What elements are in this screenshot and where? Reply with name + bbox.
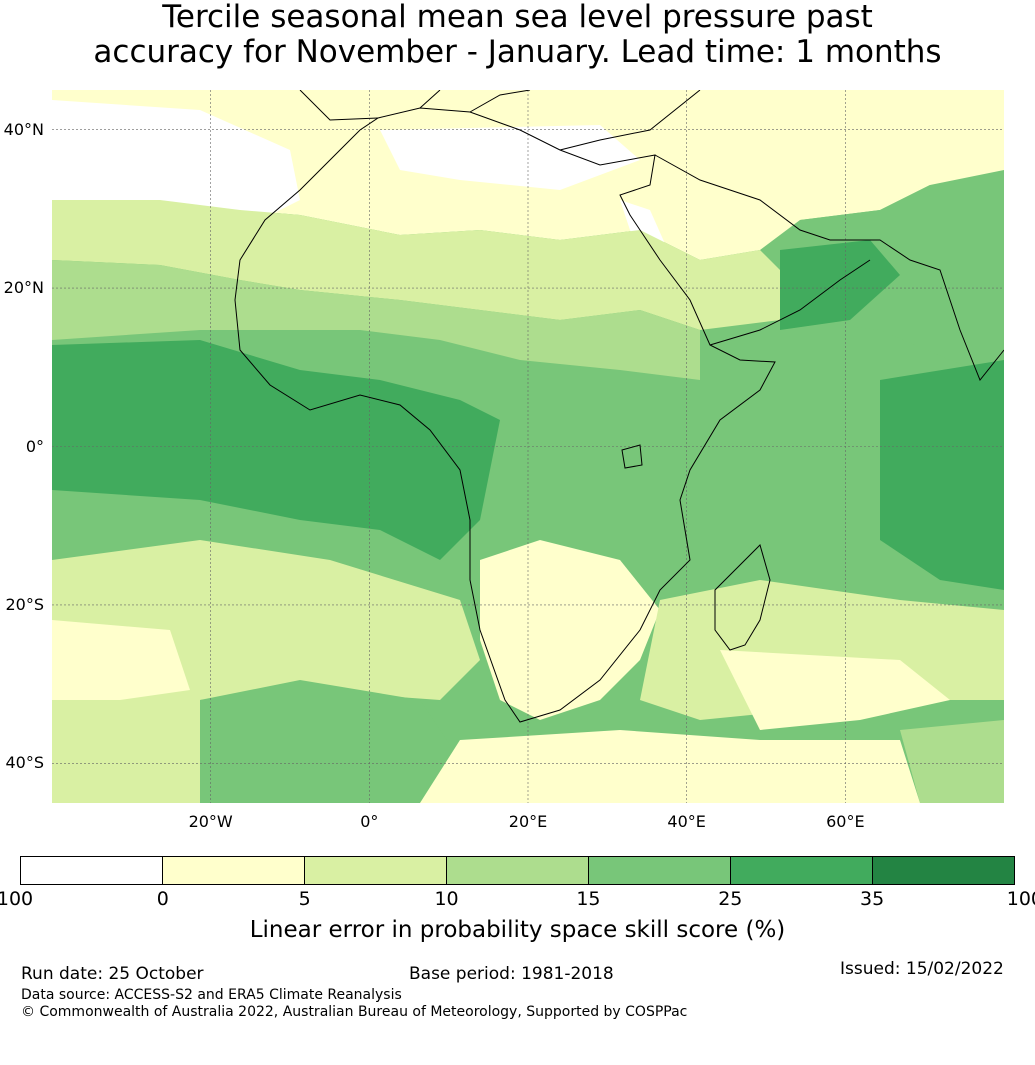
colorbar-tick-0: -100: [0, 888, 34, 910]
lon-label-3: 40°E: [667, 812, 706, 831]
region-south-atlantic-pale: [52, 620, 190, 700]
colorbar-segment-0: [21, 857, 163, 884]
copyright: © Commonwealth of Australia 2022, Austra…: [21, 1004, 688, 1020]
colorbar-tick-1: 0: [156, 888, 169, 910]
colorbar-segment-5: [731, 857, 873, 884]
colorbar-segment-4: [589, 857, 731, 884]
region-south-mid: [180, 680, 460, 803]
chart-title: Tercile seasonal mean sea level pressure…: [0, 0, 1035, 70]
lat-label-1: 20°N: [3, 278, 44, 298]
lat-label-3: 20°S: [5, 594, 44, 614]
europe-coast: [299, 90, 701, 151]
region-med-white: [380, 125, 640, 190]
base-period: Base period: 1981-2018: [409, 964, 614, 984]
colorbar-segment-2: [305, 857, 447, 884]
region-indian-south-pale: [720, 650, 950, 730]
region-south-africa-pale: [480, 540, 660, 720]
region-equatorial-dark: [52, 340, 500, 560]
colorbar-tick-3: 10: [434, 888, 459, 910]
lon-label-0: 20°W: [188, 812, 233, 831]
arabia-coast: [654, 154, 1004, 381]
colorbar: [20, 856, 1015, 885]
title-line-2: accuracy for November - January. Lead ti…: [93, 34, 942, 70]
data-source: Data source: ACCESS-S2 and ERA5 Climate …: [21, 987, 402, 1003]
colorbar-tick-2: 5: [298, 888, 311, 910]
lat-label-4: 40°S: [5, 753, 44, 773]
colorbar-tick-5: 25: [718, 888, 743, 910]
skill-score-map: [52, 90, 1004, 803]
region-southeast-mid: [900, 720, 1004, 803]
colorbar-tick-7: 100: [1006, 888, 1035, 910]
region-south-center-pale: [420, 730, 920, 803]
lon-label-2: 20°E: [508, 812, 548, 831]
lake-victoria: [621, 444, 643, 469]
lon-label-1: 0°: [360, 812, 379, 831]
run-date: Run date: 25 October: [21, 964, 204, 984]
africa-coast: [234, 107, 776, 723]
region-southwest-light: [52, 700, 200, 803]
region-sahel: [52, 260, 700, 380]
region-east-mid: [800, 170, 1004, 380]
region-indian-dark: [880, 360, 1004, 590]
colorbar-segment-6: [873, 857, 1014, 884]
lon-label-4: 60°E: [826, 812, 865, 831]
lat-label-2: 0°: [25, 436, 44, 456]
region-arabia-dark: [780, 240, 900, 330]
colorbar-segment-1: [163, 857, 305, 884]
coastlines: [234, 90, 1004, 723]
issued-date: Issued: 15/02/2022: [840, 959, 1004, 979]
colorbar-tick-6: 35: [860, 888, 885, 910]
title-line-1: Tercile seasonal mean sea level pressure…: [162, 0, 873, 35]
gridlines: [52, 90, 1004, 803]
colorbar-segment-3: [447, 857, 589, 884]
madagascar: [714, 544, 771, 651]
colorbar-tick-4: 15: [576, 888, 601, 910]
region-sahara-light: [52, 200, 800, 330]
lat-label-0: 40°N: [3, 119, 44, 139]
colorbar-label: Linear error in probability space skill …: [249, 917, 786, 943]
skill-regions: [52, 90, 1004, 803]
